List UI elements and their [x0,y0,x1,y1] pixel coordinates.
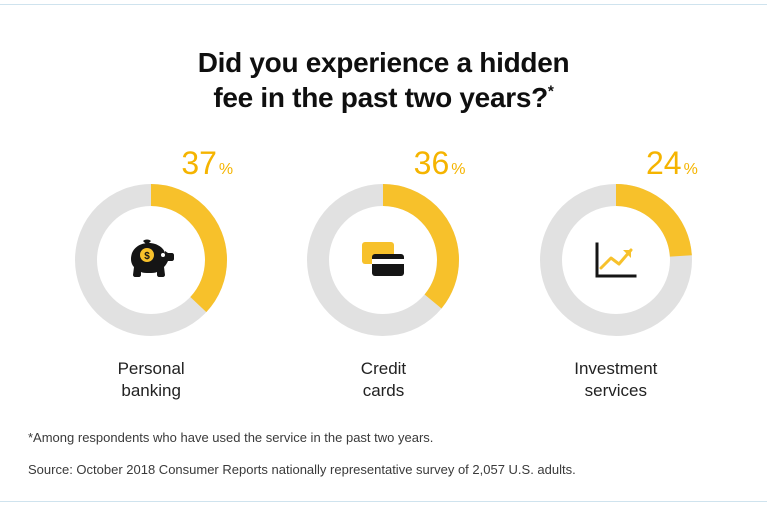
percentage-label: 37 % [181,145,233,182]
footnote-text: *Among respondents who have used the ser… [28,430,433,445]
category-label: Investment services [574,358,657,402]
trend-arrow-icon [590,234,642,286]
percentage-label: 36 % [414,145,466,182]
category-label-line-2: services [585,381,647,400]
svg-text:$: $ [144,251,150,262]
credit-cards-icon [357,234,409,286]
category-label-line-2: cards [363,381,405,400]
piggy-bank-icon: $ [125,234,177,286]
percentage-symbol: % [219,161,233,179]
donut-chart: $ [71,180,231,340]
category-label-line-1: Investment [574,359,657,378]
source-text: Source: October 2018 Consumer Reports na… [28,462,576,477]
chart-col-credit-cards: 36 % Credit cards [283,145,483,402]
charts-row: 37 % $ Perso [40,145,727,402]
infographic-frame: Did you experience a hidden fee in the p… [0,4,767,502]
category-label-line-1: Personal [118,359,185,378]
percentage-label: 24 % [646,145,698,182]
percentage-value: 24 [646,145,682,182]
percentage-value: 36 [414,145,450,182]
category-label-line-2: banking [121,381,181,400]
title-line-1: Did you experience a hidden [198,47,570,78]
donut-chart [536,180,696,340]
percentage-symbol: % [684,161,698,179]
title-line-2: fee in the past two years? [213,82,548,113]
percentage-symbol: % [451,161,465,179]
chart-title: Did you experience a hidden fee in the p… [40,45,727,115]
donut-chart [303,180,463,340]
category-label-line-1: Credit [361,359,406,378]
category-label: Credit cards [361,358,406,402]
chart-col-investment-services: 24 % Investment services [516,145,716,402]
title-asterisk: * [548,84,554,101]
chart-col-personal-banking: 37 % $ Perso [51,145,251,402]
category-label: Personal banking [118,358,185,402]
percentage-value: 37 [181,145,217,182]
